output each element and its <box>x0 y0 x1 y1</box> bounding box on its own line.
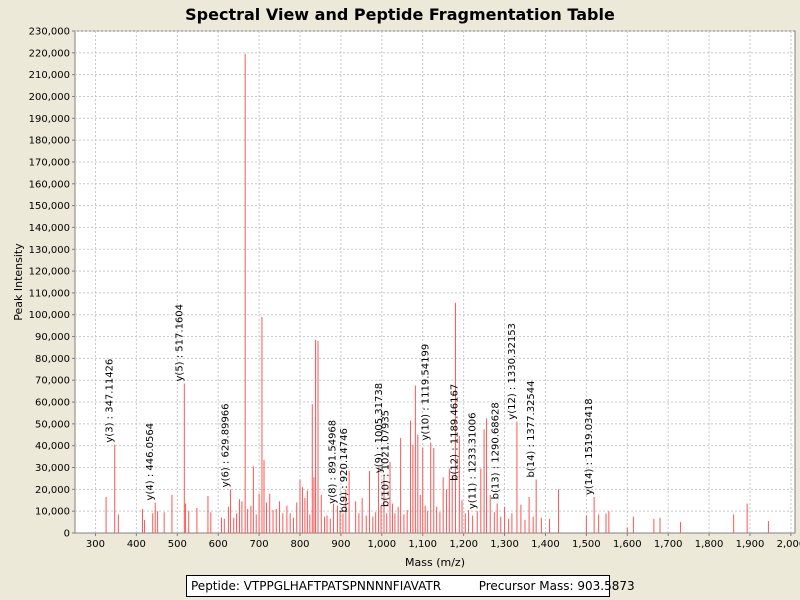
x-tick-label: 300 <box>86 539 105 550</box>
peak-annotations: y(3) : 347.11426 y(4) : 446.0564 y(5) : 51… <box>105 304 595 512</box>
y-tick-label: 210,000 <box>29 70 70 81</box>
x-tick-label: 2,000 <box>777 539 800 550</box>
peak-annotation: y(4) : 446.0564 <box>145 423 156 501</box>
y-tick-label: 140,000 <box>29 223 70 234</box>
peak-annotation: y(8) : 891.54968 <box>327 420 338 504</box>
x-tick-label: 1,200 <box>449 539 478 550</box>
axes: 0 10,000 20,000 30,000 40,000 50,000 60,000 70,… <box>29 27 800 551</box>
plot-area <box>74 30 796 534</box>
y-tick-label: 190,000 <box>29 114 70 125</box>
peak-annotation: b(10) : 1021.07935 <box>380 410 391 507</box>
peak-annotation: y(10) : 1119.54199 <box>421 344 432 441</box>
peptide-info-box: Peptide: VTPPGLHAFTPATSPNNNNFIAVATR Prec… <box>186 575 635 597</box>
peak-annotation: y(14) : 1519.03418 <box>584 398 595 495</box>
peak-annotation: y(6) : 629.89966 <box>220 403 231 487</box>
x-tick-label: 700 <box>250 539 269 550</box>
chart-title: Spectral View and Peptide Fragmentation … <box>185 5 615 24</box>
y-tick-label: 20,000 <box>35 485 70 496</box>
x-tick-label: 400 <box>127 539 146 550</box>
y-tick-label: 230,000 <box>29 27 70 38</box>
y-tick-label: 170,000 <box>29 157 70 168</box>
peak-annotation: y(5) : 517.1604 <box>174 304 185 382</box>
peak-annotation: y(9) : 1005.31738 <box>374 383 385 473</box>
x-tick-label: 1,900 <box>736 539 765 550</box>
y-tick-label: 60,000 <box>35 398 70 409</box>
precursor-mass: Precursor Mass: 903.5873 <box>478 579 635 593</box>
y-tick-label: 150,000 <box>29 201 70 212</box>
peak-annotation: y(12) : 1330.32153 <box>507 323 518 420</box>
y-tick-label: 30,000 <box>35 463 70 474</box>
peak-annotation: b(13) : 1290.68628 <box>491 402 502 499</box>
x-tick-label: 1,600 <box>613 539 642 550</box>
y-tick-label: 0 <box>64 529 70 540</box>
y-tick-label: 160,000 <box>29 179 70 190</box>
peak-annotation: b(14) : 1377.32544 <box>526 380 537 477</box>
peak-annotation: y(11) : 1233.31006 <box>467 413 478 510</box>
y-axis-label: Peak Intensity <box>12 243 25 321</box>
y-tick-label: 50,000 <box>35 419 70 430</box>
y-tick-label: 70,000 <box>35 376 70 387</box>
y-tick-label: 200,000 <box>29 92 70 103</box>
x-axis-label: Mass (m/z) <box>405 556 465 569</box>
peaks <box>105 53 769 533</box>
y-tick-label: 100,000 <box>29 310 70 321</box>
x-tick-label: 800 <box>290 539 309 550</box>
x-tick-label: 1,800 <box>695 539 724 550</box>
y-tick-label: 130,000 <box>29 245 70 256</box>
y-tick-label: 10,000 <box>35 507 70 518</box>
y-tick-label: 40,000 <box>35 441 70 452</box>
y-tick-label: 220,000 <box>29 48 70 59</box>
y-tick-label: 110,000 <box>29 288 70 299</box>
y-tick-label: 80,000 <box>35 354 70 365</box>
x-tick-label: 1,500 <box>572 539 601 550</box>
peak-annotation: b(12) : 1189.46167 <box>449 384 460 481</box>
x-tick-label: 900 <box>331 539 350 550</box>
peptide-sequence: Peptide: VTPPGLHAFTPATSPNNNNFIAVATR <box>191 579 442 593</box>
peak-annotation: y(3) : 347.11426 <box>105 359 116 443</box>
x-tick-label: 500 <box>168 539 187 550</box>
x-tick-label: 1,100 <box>408 539 437 550</box>
y-tick-label: 180,000 <box>29 136 70 147</box>
x-tick-label: 600 <box>209 539 228 550</box>
peak-annotation: b(9) : 920.14746 <box>339 428 350 512</box>
x-tick-label: 1,400 <box>531 539 560 550</box>
y-tick-label: 120,000 <box>29 267 70 278</box>
x-tick-label: 1,000 <box>367 539 396 550</box>
grid-lines <box>75 30 795 533</box>
y-tick-label: 90,000 <box>35 332 70 343</box>
x-tick-label: 1,300 <box>490 539 519 550</box>
x-tick-label: 1,700 <box>654 539 683 550</box>
